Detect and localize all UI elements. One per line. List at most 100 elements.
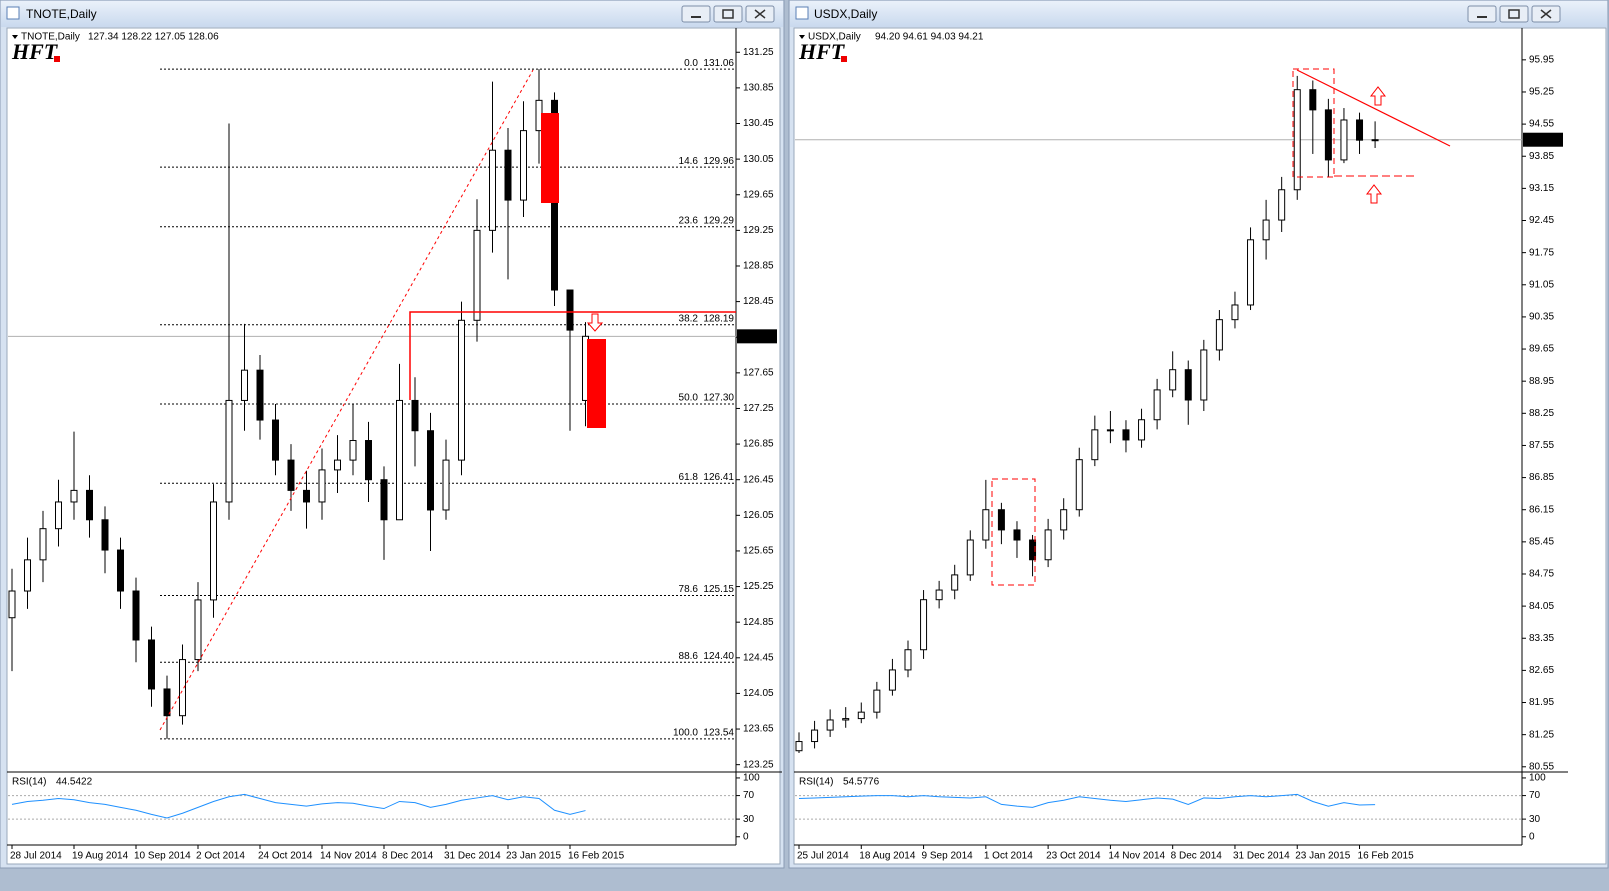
pattern-box	[1292, 68, 1335, 178]
symbol-label: USDX,Daily	[808, 32, 861, 43]
candle-body	[132, 590, 140, 641]
maximize-button[interactable]	[1499, 5, 1529, 23]
x-tick-label: 14 Nov 2014	[320, 851, 377, 862]
y-tick-label: 91.75	[1529, 247, 1554, 258]
candle-body	[194, 599, 202, 661]
candle-body	[427, 430, 434, 511]
y-tick-label: 124.45	[743, 652, 774, 663]
candle-body	[163, 688, 171, 717]
candle-body	[287, 459, 295, 491]
x-tick-label: 16 Feb 2015	[568, 851, 625, 862]
rsi-tick-label: 0	[1529, 831, 1535, 842]
rsi-tick-label: 30	[1529, 814, 1541, 825]
y-tick-label: 84.05	[1529, 601, 1554, 612]
highlight-box	[587, 339, 606, 428]
y-tick-label: 80.55	[1529, 761, 1554, 772]
candle-body	[1106, 429, 1114, 432]
candle-body	[380, 479, 388, 521]
fib-price-label: 131.06	[703, 58, 734, 69]
chart-area	[793, 27, 1607, 865]
candle-body	[888, 669, 896, 691]
close-glyph	[754, 9, 766, 19]
minimize-button[interactable]	[681, 5, 711, 23]
candle-body	[318, 469, 326, 503]
candle-body	[920, 599, 928, 651]
fib-price-label: 129.29	[703, 215, 734, 226]
candle-body	[1122, 429, 1130, 441]
x-tick-label: 14 Nov 2014	[1108, 851, 1165, 862]
minimize-button[interactable]	[1467, 5, 1497, 23]
candle-body	[1340, 119, 1348, 161]
candle-body	[520, 130, 527, 201]
current-price-box	[1523, 132, 1563, 147]
y-tick-label: 94.55	[1529, 119, 1554, 130]
y-tick-label: 91.05	[1529, 279, 1554, 290]
y-tick-label: 126.45	[743, 474, 774, 485]
candle-body	[1138, 419, 1146, 441]
candle-body	[1309, 89, 1317, 111]
y-tick-label: 85.45	[1529, 536, 1554, 547]
x-tick-label: 16 Feb 2015	[1358, 851, 1415, 862]
rsi-value: 54.5776	[843, 777, 880, 788]
up-arrow	[1365, 184, 1383, 204]
candle-body	[241, 369, 248, 401]
x-tick-label: 1 Oct 2014	[984, 851, 1033, 862]
x-tick-label: 24 Oct 2014	[258, 851, 313, 862]
fib-level-label: 100.0	[673, 727, 698, 738]
highlight-box	[541, 113, 559, 203]
x-tick-label: 19 Aug 2014	[72, 851, 129, 862]
x-tick-label: 10 Sep 2014	[134, 851, 191, 862]
candle-body	[55, 501, 62, 530]
candle-body	[442, 459, 450, 511]
candle-body	[951, 574, 959, 591]
y-tick-label: 87.55	[1529, 440, 1554, 451]
maximize-button[interactable]	[713, 5, 743, 23]
current-price-label: 128.06	[740, 331, 771, 342]
annotations	[159, 68, 1451, 731]
fib-price-label: 125.15	[703, 584, 734, 595]
y-tick-label: 126.85	[743, 439, 774, 450]
candle-body	[982, 509, 990, 541]
y-tick-label: 88.25	[1529, 408, 1554, 419]
candle-body	[1184, 369, 1192, 401]
window-title: TNOTE,Daily	[26, 7, 97, 21]
y-tick-label: 89.65	[1529, 344, 1554, 355]
y-tick-label: 127.65	[743, 367, 774, 378]
y-tick-label: 130.05	[743, 154, 774, 165]
x-tick-label: 9 Sep 2014	[922, 851, 974, 862]
rsi-tick-label: 70	[1529, 790, 1541, 801]
y-tick-label: 95.95	[1529, 54, 1554, 65]
candle-body	[1153, 389, 1161, 421]
candle-body	[334, 459, 341, 471]
y-tick-label: 130.85	[743, 83, 774, 94]
y-tick-label: 92.45	[1529, 215, 1554, 226]
ohlc-label: 94.20 94.61 94.03 94.21	[875, 32, 984, 43]
y-tick-label: 125.25	[743, 581, 774, 592]
fib-price-label: 123.54	[703, 727, 734, 738]
logo: HFT	[11, 39, 59, 64]
candle-body	[365, 440, 372, 481]
fib-price-label: 126.41	[703, 472, 734, 483]
candle-body	[811, 729, 819, 743]
y-tick-label: 81.95	[1529, 697, 1554, 708]
y-tick-label: 83.35	[1529, 633, 1554, 644]
y-tick-label: 95.25	[1529, 87, 1554, 98]
candle-body	[256, 369, 264, 421]
x-tick-label: 23 Jan 2015	[506, 851, 561, 862]
candle-body	[473, 229, 481, 321]
candle-body	[1324, 109, 1332, 161]
candle-body	[795, 741, 803, 752]
y-tick-label: 129.25	[743, 225, 774, 236]
x-tick-label: 2 Oct 2014	[196, 851, 245, 862]
candle-body	[349, 440, 357, 461]
candle-body	[210, 501, 217, 601]
logo-dot	[54, 56, 60, 62]
current-price-box	[737, 329, 777, 344]
menu-triangle	[799, 35, 805, 39]
fib-level-label: 50.0	[679, 393, 699, 404]
candle-body	[86, 489, 93, 521]
fib-level-label: 88.6	[679, 651, 699, 662]
x-tick-label: 8 Dec 2014	[1171, 851, 1223, 862]
y-tick-label: 84.75	[1529, 569, 1554, 580]
